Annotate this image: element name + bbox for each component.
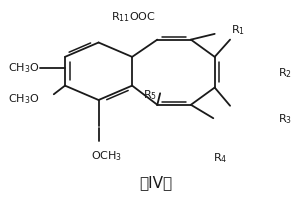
Text: R$_4$: R$_4$ <box>213 151 227 165</box>
Text: R$_{11}$OOC: R$_{11}$OOC <box>111 10 156 24</box>
Text: R$_5$: R$_5$ <box>143 88 157 102</box>
Text: R$_1$: R$_1$ <box>232 23 245 37</box>
Text: R$_3$: R$_3$ <box>278 112 292 126</box>
Text: CH$_3$O: CH$_3$O <box>8 61 40 75</box>
Text: R$_2$: R$_2$ <box>278 66 292 80</box>
Text: （IV）: （IV） <box>140 175 172 190</box>
Text: OCH$_3$: OCH$_3$ <box>91 149 123 163</box>
Text: CH$_3$O: CH$_3$O <box>8 92 40 106</box>
